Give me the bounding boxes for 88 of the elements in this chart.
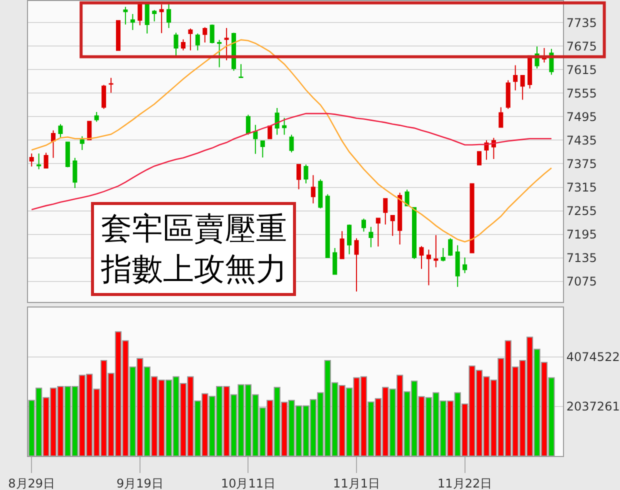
y-tick-label: 7555 xyxy=(566,86,597,100)
candlestick xyxy=(123,6,128,26)
candlestick xyxy=(318,178,323,209)
candlestick xyxy=(412,207,417,260)
candlestick xyxy=(224,28,229,61)
candlestick xyxy=(210,24,214,44)
candlestick xyxy=(289,134,294,153)
candlestick xyxy=(51,130,56,158)
candlestick xyxy=(253,124,258,154)
y-tick-label: 7495 xyxy=(566,110,597,124)
candlestick xyxy=(260,140,265,158)
candlestick xyxy=(498,106,504,128)
line-series xyxy=(30,39,552,242)
y-tick-label: 2037261 xyxy=(566,400,620,414)
candlestick xyxy=(347,224,352,255)
candlestick xyxy=(506,80,510,110)
candlestick xyxy=(484,140,489,160)
candlestick xyxy=(513,64,518,91)
y-tick-label: 4074522 xyxy=(566,350,620,364)
candlestick xyxy=(174,32,178,56)
candlestick xyxy=(361,218,366,232)
candlestick xyxy=(195,33,200,51)
candlestick xyxy=(29,153,34,167)
candlestick xyxy=(419,246,424,270)
x-tick-label: 11月1日 xyxy=(333,476,380,490)
candlestick xyxy=(434,234,438,268)
y-tick-label: 7615 xyxy=(566,62,597,77)
candlestick xyxy=(166,2,172,29)
candlestick xyxy=(476,151,482,166)
candlestick xyxy=(274,108,280,136)
candlestick xyxy=(440,248,446,262)
candlestick xyxy=(368,226,374,248)
candlestick xyxy=(520,75,525,100)
candlestick xyxy=(202,26,208,44)
candlestick xyxy=(188,28,193,51)
candlestick xyxy=(282,117,287,136)
candlestick xyxy=(296,164,302,190)
candlestick xyxy=(180,38,186,51)
candlestick xyxy=(94,111,99,122)
y-tick-label: 7255 xyxy=(566,204,597,218)
candlestick xyxy=(65,142,70,168)
x-tick-label: 8月29日 xyxy=(8,476,56,490)
candlestick xyxy=(58,124,63,138)
candlestick xyxy=(144,3,150,34)
y-tick-label: 7675 xyxy=(566,39,597,54)
y-tick-label: 7135 xyxy=(566,251,597,266)
candlestick xyxy=(36,153,42,170)
candlestick xyxy=(462,256,468,274)
candlestick xyxy=(108,77,114,94)
y-tick-label: 7735 xyxy=(566,16,597,30)
candlestick xyxy=(217,39,222,68)
candlestick xyxy=(159,4,164,34)
candlestick xyxy=(72,157,78,189)
candlestick xyxy=(398,192,402,246)
candlestick xyxy=(152,10,157,22)
candlestick xyxy=(80,136,84,151)
y-tick-label: 7435 xyxy=(566,133,597,148)
line-series xyxy=(30,112,552,210)
candlestick xyxy=(44,152,48,169)
y-tick-label: 7375 xyxy=(566,156,597,171)
x-tick-label: 9月19日 xyxy=(116,476,164,490)
candlestick xyxy=(455,244,460,288)
candlestick xyxy=(354,238,359,292)
candlestick xyxy=(102,84,106,110)
candlestick xyxy=(238,64,244,78)
candlestick xyxy=(268,126,272,140)
candlestick xyxy=(116,20,121,51)
candlestick xyxy=(310,174,316,204)
y-tick-label: 7195 xyxy=(566,228,597,242)
y-tick-label: 7315 xyxy=(566,180,597,194)
x-tick-label: 10月11日 xyxy=(220,476,276,490)
x-tick-label: 11月22日 xyxy=(438,476,492,490)
candlestick xyxy=(304,164,308,184)
candlestick xyxy=(470,182,474,254)
candlestick xyxy=(332,248,338,275)
candlestick xyxy=(376,218,380,247)
candlestick xyxy=(87,120,92,140)
candlestick xyxy=(340,230,344,260)
candlestick xyxy=(138,3,142,26)
candlestick xyxy=(390,214,395,236)
candlestick xyxy=(130,13,135,31)
y-tick-label: 7075 xyxy=(566,274,597,289)
candlestick xyxy=(426,249,431,286)
annotation: 套牢區賣壓重指數上攻無力 xyxy=(100,211,287,288)
candlestick xyxy=(383,198,388,226)
candlestick xyxy=(246,114,250,136)
candlestick xyxy=(448,238,453,256)
candlestick xyxy=(325,194,330,258)
